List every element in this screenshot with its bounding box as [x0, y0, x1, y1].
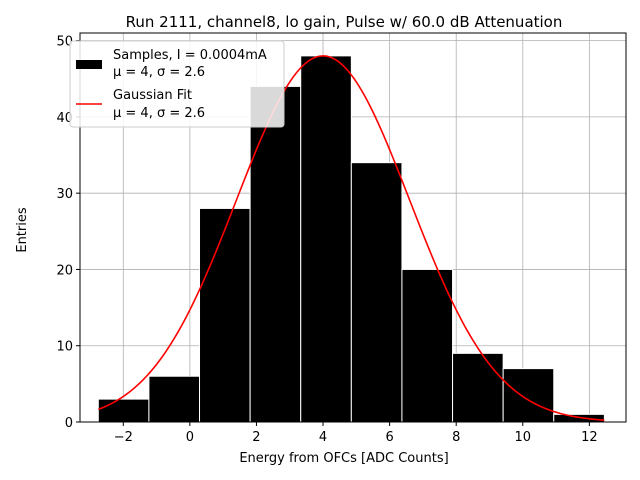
histogram-bar — [452, 352, 504, 423]
histogram-bar — [350, 162, 403, 423]
x-tick-label: 6 — [385, 430, 393, 445]
histogram-bar — [401, 268, 454, 423]
legend-histogram-label: Samples, I = 0.0004mA — [113, 48, 267, 63]
y-tick-label: 0 — [65, 416, 73, 431]
x-axis-ticks: −2 0 2 4 6 8 10 12 — [114, 422, 598, 445]
x-axis-label: Energy from OFCs [ADC Counts] — [239, 451, 448, 466]
x-tick-label: 0 — [186, 430, 194, 445]
gaussian-fit — [98, 55, 605, 421]
histogram-bar — [300, 55, 352, 423]
y-axis-label: Entries — [15, 207, 30, 253]
x-tick-label: 4 — [319, 430, 327, 445]
histogram-bars — [97, 55, 605, 423]
x-tick-label: −2 — [114, 430, 133, 445]
y-tick-label: 20 — [56, 263, 73, 278]
histogram-bar — [502, 368, 555, 423]
legend-histogram-stats: μ = 4, σ = 2.6 — [113, 65, 205, 80]
y-axis-ticks: 0 10 20 30 40 50 — [56, 35, 80, 431]
x-tick-label: 10 — [515, 430, 532, 445]
axes-frame — [79, 32, 627, 423]
x-tick-label: 2 — [252, 430, 260, 445]
legend-fit-stats: μ = 4, σ = 2.6 — [113, 106, 205, 121]
legend-fit-label: Gaussian Fit — [113, 88, 192, 103]
legend-histogram-swatch — [76, 60, 102, 69]
fit-curve — [98, 55, 605, 421]
y-tick-label: 10 — [56, 340, 73, 355]
y-tick-label: 30 — [56, 187, 73, 202]
histogram-bar — [199, 207, 251, 423]
histogram-bar — [249, 85, 302, 423]
legend-box — [69, 40, 285, 128]
x-tick-label: 8 — [452, 430, 460, 445]
histogram-bar — [97, 398, 150, 423]
x-tick-label: 12 — [581, 430, 598, 445]
y-tick-label: 50 — [56, 35, 73, 50]
histogram-bar — [148, 375, 201, 423]
y-tick-label: 40 — [56, 111, 73, 126]
chart-title: Run 2111, channel8, lo gain, Pulse w/ 60… — [126, 13, 563, 31]
legend: Samples, I = 0.0004mA μ = 4, σ = 2.6 Gau… — [69, 40, 285, 128]
